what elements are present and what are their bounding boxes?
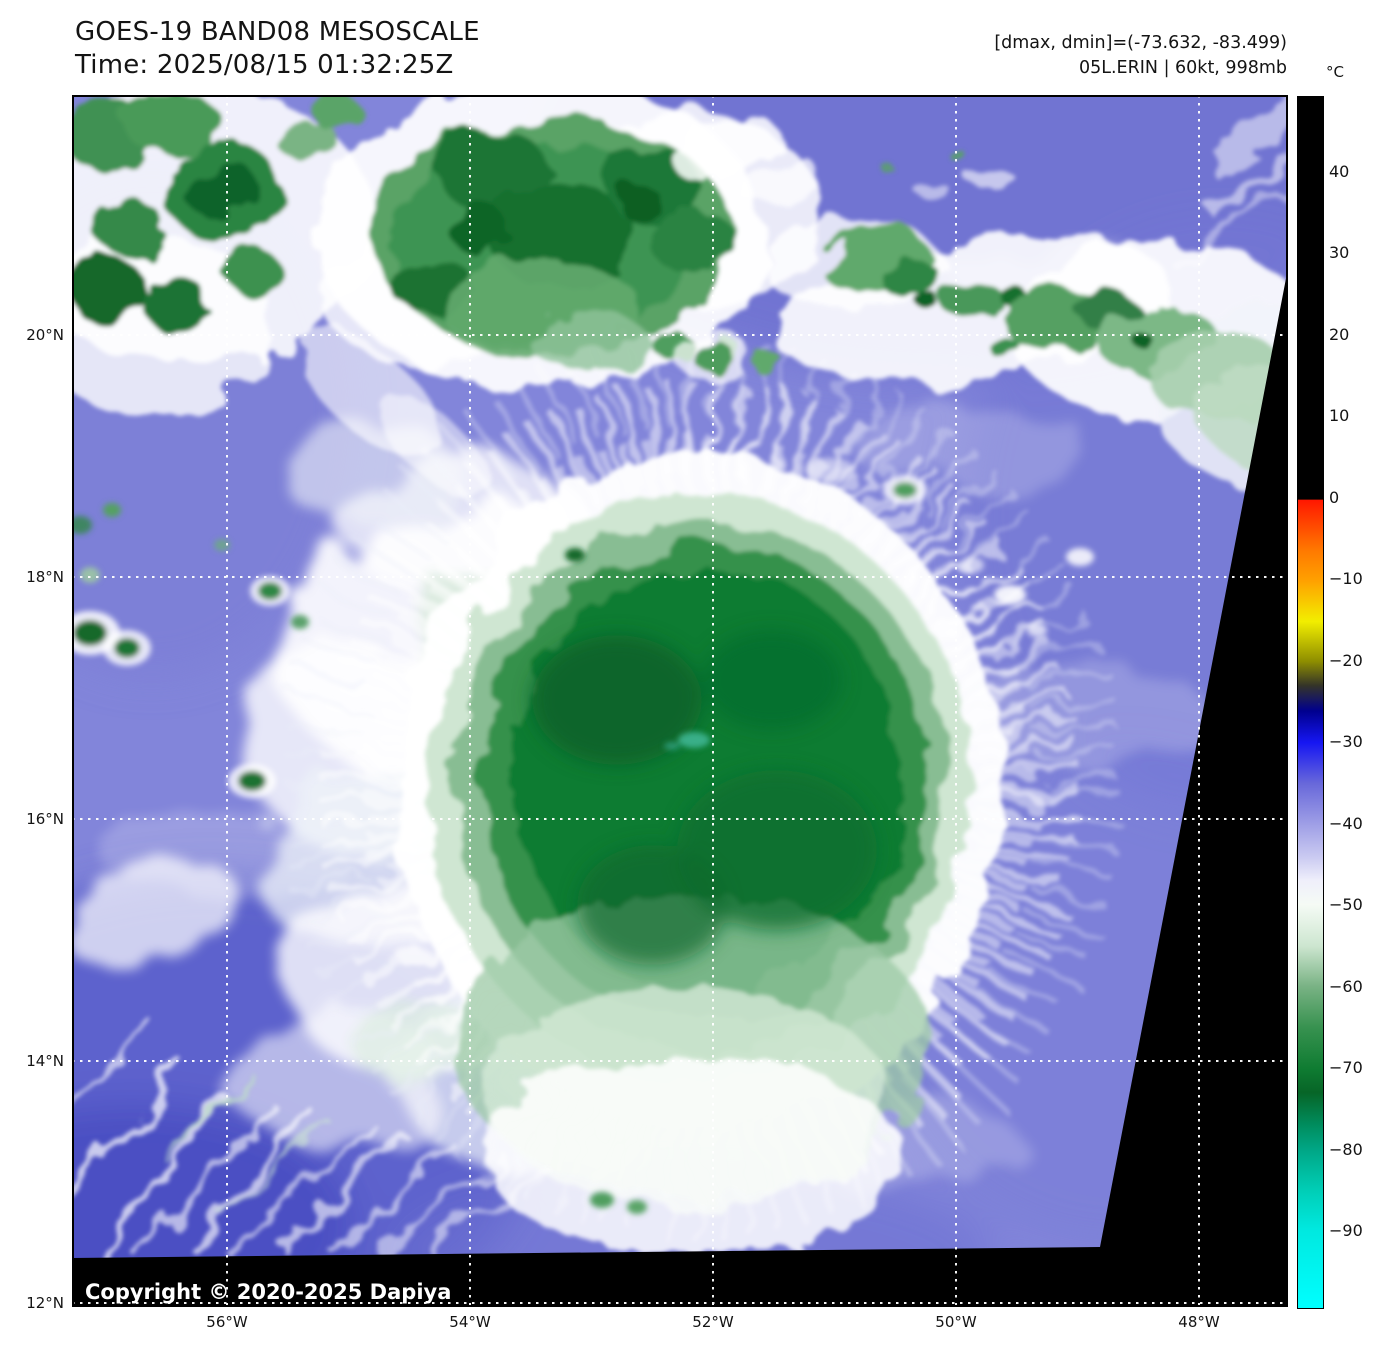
- topleft-cloud-cluster: [72, 95, 489, 496]
- gridlines: [72, 95, 1288, 1307]
- colorbar-tick-40: 40: [1329, 162, 1350, 181]
- coldest-cloud-top-spot: [664, 732, 710, 750]
- lat-label-18n: 18°N: [26, 568, 64, 586]
- map-border: [72, 95, 1288, 1307]
- lon-label-50w: 50°W: [935, 1313, 977, 1331]
- lon-label-54w: 54°W: [449, 1313, 491, 1331]
- no-data-region: [72, 268, 1288, 1307]
- colorbar-tick-10: 10: [1329, 406, 1350, 425]
- lat-label-16n: 16°N: [26, 810, 64, 828]
- southwest-streaks: [72, 1021, 546, 1264]
- colorbar-tick-m10: −10: [1329, 569, 1363, 588]
- lon-label-52w: 52°W: [692, 1313, 734, 1331]
- timestamp: Time: 2025/08/15 01:32:25Z: [75, 50, 454, 80]
- colorbar-tick-m80: −80: [1329, 1140, 1363, 1159]
- copyright-notice: Copyright © 2020-2025 Dapiya: [85, 1280, 452, 1304]
- colorbar-tick-m20: −20: [1329, 651, 1363, 670]
- colorbar-tick-m90: −90: [1329, 1221, 1363, 1240]
- colorbar-unit: °C: [1326, 63, 1344, 81]
- colorbar-tick-m70: −70: [1329, 1058, 1363, 1077]
- scattered-cloud-specks: [72, 458, 1094, 1214]
- colorbar-tick-m30: −30: [1329, 732, 1363, 751]
- colorbar-tick-30: 30: [1329, 243, 1350, 262]
- lat-label-14n: 14°N: [26, 1052, 64, 1070]
- temperature-colorbar: [1297, 96, 1324, 1309]
- page-title: GOES-19 BAND08 MESOSCALE: [75, 17, 480, 47]
- colorbar-tick-0: 0: [1329, 488, 1340, 507]
- lon-label-56w: 56°W: [206, 1313, 248, 1331]
- colorbar-tick-m60: −60: [1329, 977, 1363, 996]
- colorbar-tick-m50: −50: [1329, 895, 1363, 914]
- dmax-dmin-readout: [dmax, dmin]=(-73.632, -83.499): [994, 33, 1287, 53]
- lat-label-12n: 12°N: [26, 1294, 64, 1312]
- colorbar-tick-m40: −40: [1329, 814, 1363, 833]
- topright-cloud-chain: [672, 97, 1288, 485]
- satellite-image: [72, 95, 1288, 1307]
- storm-status: 05L.ERIN | 60kt, 998mb: [1078, 58, 1287, 78]
- lat-label-20n: 20°N: [26, 326, 64, 344]
- storm-inner-detail: [532, 630, 877, 965]
- lon-label-48w: 48°W: [1178, 1313, 1220, 1331]
- colorbar-tick-20: 20: [1329, 325, 1350, 344]
